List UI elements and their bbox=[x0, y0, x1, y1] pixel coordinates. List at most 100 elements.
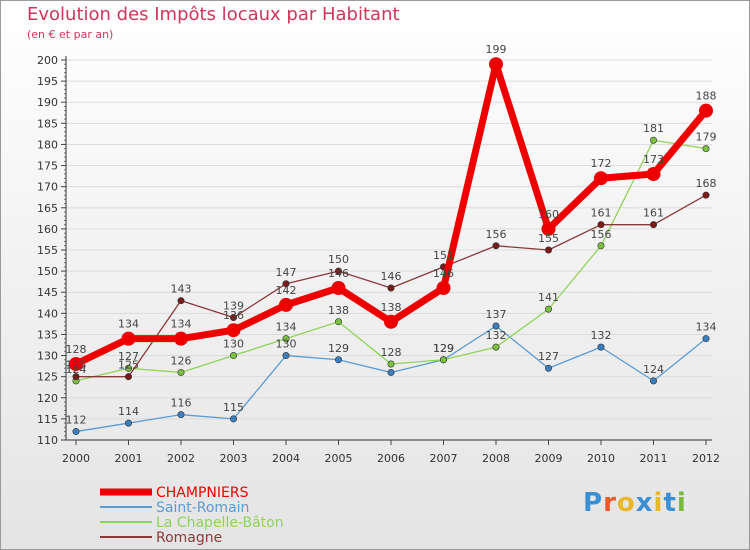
data-label: 181 bbox=[643, 122, 664, 135]
data-point bbox=[387, 368, 395, 376]
data-point bbox=[646, 167, 661, 181]
data-point bbox=[69, 357, 83, 371]
chart-grid bbox=[66, 59, 712, 441]
data-point bbox=[597, 221, 605, 229]
logo-letter: x bbox=[635, 488, 654, 518]
data-label: 134 bbox=[696, 321, 717, 334]
data-point bbox=[226, 323, 241, 338]
data-label: 125 bbox=[118, 359, 139, 372]
x-tick-label: 2011 bbox=[640, 452, 668, 465]
data-label: 132 bbox=[486, 329, 507, 342]
data-point bbox=[594, 171, 608, 186]
data-label: 132 bbox=[591, 329, 612, 342]
data-label: 124 bbox=[643, 363, 664, 376]
y-tick-label: 190 bbox=[37, 96, 58, 109]
data-point bbox=[121, 331, 136, 346]
data-label: 161 bbox=[643, 207, 664, 220]
y-tick-label: 155 bbox=[37, 244, 58, 257]
logo-letter: r bbox=[603, 488, 617, 518]
data-point bbox=[544, 246, 552, 254]
data-label: 147 bbox=[276, 266, 297, 279]
data-label: 115 bbox=[223, 401, 244, 414]
data-label: 151 bbox=[433, 249, 454, 262]
data-label: 125 bbox=[66, 359, 87, 372]
data-point bbox=[177, 411, 185, 419]
data-label: 160 bbox=[538, 208, 559, 221]
data-label: 146 bbox=[328, 267, 349, 280]
x-tick-label: 2005 bbox=[325, 452, 353, 465]
y-tick-label: 195 bbox=[37, 75, 58, 88]
x-tick-label: 2008 bbox=[482, 452, 510, 465]
data-point bbox=[72, 373, 80, 381]
data-label: 127 bbox=[118, 350, 139, 363]
data-label: 168 bbox=[696, 177, 717, 190]
data-label: 127 bbox=[538, 350, 559, 363]
y-tick-label: 115 bbox=[37, 413, 58, 426]
data-point bbox=[702, 335, 710, 343]
data-label: 129 bbox=[328, 342, 349, 355]
data-label: 124 bbox=[66, 363, 87, 376]
data-label: 129 bbox=[433, 342, 454, 355]
data-point bbox=[544, 364, 552, 372]
data-label: 134 bbox=[276, 321, 297, 334]
data-point bbox=[387, 284, 395, 292]
data-point bbox=[702, 191, 710, 199]
x-tick-label: 2006 bbox=[377, 452, 405, 465]
data-label: 173 bbox=[643, 153, 664, 166]
data-point bbox=[177, 368, 185, 376]
y-tick-label: 180 bbox=[37, 138, 58, 151]
data-label: 128 bbox=[66, 343, 87, 356]
x-tick-label: 2001 bbox=[115, 452, 143, 465]
data-point bbox=[387, 360, 395, 368]
data-label: 150 bbox=[328, 253, 349, 266]
data-point bbox=[541, 221, 556, 236]
data-point bbox=[492, 242, 500, 250]
y-tick-label: 145 bbox=[37, 286, 58, 299]
data-point bbox=[649, 221, 657, 229]
y-tick-label: 165 bbox=[37, 202, 58, 215]
data-point bbox=[492, 343, 500, 351]
y-tick-label: 140 bbox=[37, 307, 58, 320]
data-point bbox=[384, 314, 398, 329]
data-point bbox=[649, 136, 657, 144]
chart-subtitle: (en € et par an) bbox=[27, 28, 114, 41]
logo-letter: i bbox=[653, 488, 664, 518]
data-label: 136 bbox=[223, 309, 244, 322]
data-label: 172 bbox=[591, 157, 612, 170]
data-point bbox=[282, 280, 290, 288]
data-label: 130 bbox=[276, 338, 297, 351]
data-point bbox=[282, 352, 290, 360]
data-label: 156 bbox=[486, 228, 507, 241]
data-point bbox=[492, 322, 500, 330]
data-label: 146 bbox=[381, 270, 402, 283]
x-tick-label: 2000 bbox=[62, 452, 90, 465]
y-tick-label: 110 bbox=[37, 434, 58, 447]
y-tick-label: 175 bbox=[37, 160, 58, 173]
data-label: 134 bbox=[171, 318, 192, 331]
y-tick-label: 120 bbox=[37, 392, 58, 405]
proxiti-logo: Proxiti bbox=[583, 488, 687, 518]
data-point bbox=[334, 356, 342, 364]
data-label: 141 bbox=[538, 291, 559, 304]
data-label: 139 bbox=[223, 300, 244, 313]
x-tick-label: 2003 bbox=[220, 452, 248, 465]
legend-label: Romagne bbox=[156, 530, 222, 546]
x-tick-label: 2009 bbox=[535, 452, 563, 465]
data-point bbox=[334, 267, 342, 275]
logo-letter: t bbox=[663, 488, 677, 518]
y-tick-label: 185 bbox=[37, 117, 58, 130]
data-label: 155 bbox=[538, 232, 559, 245]
data-label: 188 bbox=[696, 90, 717, 103]
logo-letter: o bbox=[616, 488, 636, 518]
y-tick-label: 200 bbox=[37, 54, 58, 67]
data-point bbox=[702, 145, 710, 153]
data-label: 116 bbox=[171, 397, 192, 410]
x-tick-label: 2007 bbox=[430, 452, 458, 465]
data-point bbox=[439, 356, 447, 364]
data-label: 134 bbox=[118, 318, 139, 331]
data-label: 130 bbox=[223, 338, 244, 351]
y-tick-label: 150 bbox=[37, 265, 58, 278]
y-tick-label: 125 bbox=[37, 371, 58, 384]
